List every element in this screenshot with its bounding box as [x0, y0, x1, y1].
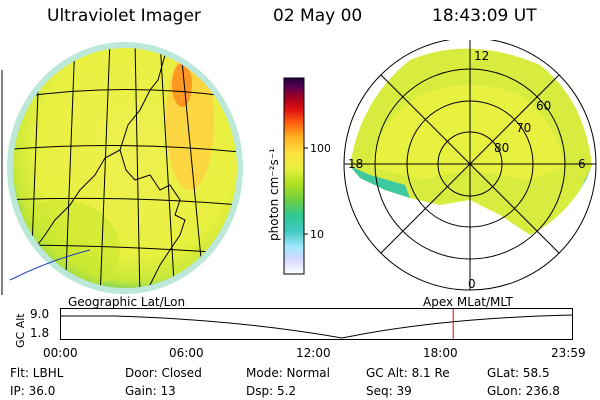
status-gain: Gain: 13: [125, 384, 176, 398]
geographic-map: [1, 42, 243, 295]
mlt-label-6: 6: [578, 157, 586, 171]
status-seq: Seq: 39: [366, 384, 412, 398]
altitude-plot-frame: [60, 308, 573, 340]
lat-label-60: 60: [536, 99, 551, 113]
colorbar-scale: [283, 77, 305, 275]
polar-grid: [343, 40, 597, 291]
status-mode: Mode: Normal: [246, 366, 330, 380]
terminator-line: [9, 249, 91, 281]
lat-label-70: 70: [516, 121, 531, 135]
xtick-2359: 23:59: [551, 346, 586, 360]
colorbar-tick-100: 100: [310, 142, 330, 155]
xtick-0000: 00:00: [43, 346, 78, 360]
altitude-ylabel: GC Alt: [14, 313, 27, 348]
altitude-plot: [60, 308, 573, 340]
status-dsp: Dsp: 5.2: [246, 384, 297, 398]
status-glat: GLat: 58.5: [487, 366, 550, 380]
instrument-title: Ultraviolet Imager: [47, 6, 201, 26]
image-date: 02 May 00: [273, 6, 363, 26]
polar-plot: 12 18 6 0 60 70 80: [343, 40, 597, 291]
colorbar-tick-10: 10: [310, 228, 324, 241]
status-gc-alt: GC Alt: 8.1 Re: [366, 366, 450, 380]
altitude-curve: [60, 314, 573, 339]
status-filter: Flt: LBHL: [10, 366, 64, 380]
xtick-0600: 06:00: [169, 346, 204, 360]
right-panel-caption: Apex MLat/MLT: [423, 295, 513, 309]
xtick-1200: 12:00: [296, 346, 331, 360]
image-time: 18:43:09 UT: [432, 6, 537, 26]
status-glon: GLon: 236.8: [487, 384, 560, 398]
mlt-label-18: 18: [348, 157, 363, 171]
xtick-1800: 18:00: [423, 346, 458, 360]
altitude-ytick-9: 9.0: [30, 307, 50, 321]
mlt-label-12: 12: [474, 49, 489, 63]
colorbar-unit-label: photon cm⁻²s⁻¹: [267, 148, 281, 241]
colorbar: 100 10 photon cm⁻²s⁻¹: [267, 77, 330, 275]
altitude-ytick-1-8: 1.8: [30, 326, 50, 340]
coastline: [119, 54, 186, 288]
mlt-label-0: 0: [468, 277, 476, 291]
status-ip: IP: 36.0: [10, 384, 56, 398]
left-panel-caption: Geographic Lat/Lon: [68, 295, 186, 309]
status-door: Door: Closed: [125, 366, 202, 380]
lat-label-80: 80: [494, 141, 509, 155]
